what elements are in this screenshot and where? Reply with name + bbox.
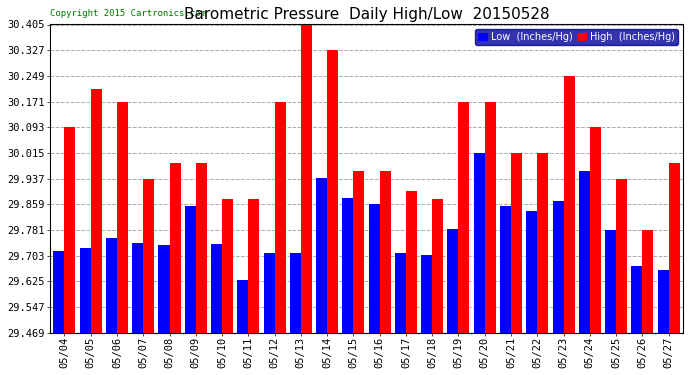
Bar [447, 229, 458, 333]
Bar [342, 198, 353, 333]
Bar [590, 127, 601, 333]
Bar [327, 50, 338, 333]
Bar [421, 255, 432, 333]
Title: Barometric Pressure  Daily High/Low  20150528: Barometric Pressure Daily High/Low 20150… [184, 7, 549, 22]
Bar [432, 199, 443, 333]
Bar [395, 253, 406, 333]
Bar [485, 102, 496, 333]
Bar [106, 238, 117, 333]
Bar [511, 153, 522, 333]
Bar [90, 89, 101, 333]
Bar [353, 171, 364, 333]
Bar [553, 201, 564, 333]
Bar [368, 204, 380, 333]
Bar [79, 248, 90, 333]
Bar [196, 163, 207, 333]
Legend: Low  (Inches/Hg), High  (Inches/Hg): Low (Inches/Hg), High (Inches/Hg) [475, 29, 678, 45]
Bar [526, 210, 538, 333]
Bar [64, 127, 75, 333]
Bar [579, 171, 590, 333]
Bar [658, 270, 669, 333]
Bar [538, 153, 549, 333]
Bar [616, 178, 627, 333]
Bar [248, 199, 259, 333]
Bar [132, 243, 144, 333]
Bar [474, 153, 485, 333]
Bar [290, 253, 301, 333]
Text: Copyright 2015 Cartronics.com: Copyright 2015 Cartronics.com [50, 9, 206, 18]
Bar [170, 163, 181, 333]
Bar [316, 178, 327, 333]
Bar [458, 102, 469, 333]
Bar [275, 102, 286, 333]
Bar [406, 191, 417, 333]
Bar [53, 251, 64, 333]
Bar [669, 163, 680, 333]
Bar [185, 206, 196, 333]
Bar [237, 280, 248, 333]
Bar [159, 245, 170, 333]
Bar [264, 253, 275, 333]
Bar [144, 178, 155, 333]
Bar [500, 206, 511, 333]
Bar [564, 76, 575, 333]
Bar [642, 230, 653, 333]
Bar [631, 267, 642, 333]
Bar [301, 24, 312, 333]
Bar [380, 171, 391, 333]
Bar [211, 244, 222, 333]
Bar [605, 230, 616, 333]
Bar [222, 199, 233, 333]
Bar [117, 102, 128, 333]
